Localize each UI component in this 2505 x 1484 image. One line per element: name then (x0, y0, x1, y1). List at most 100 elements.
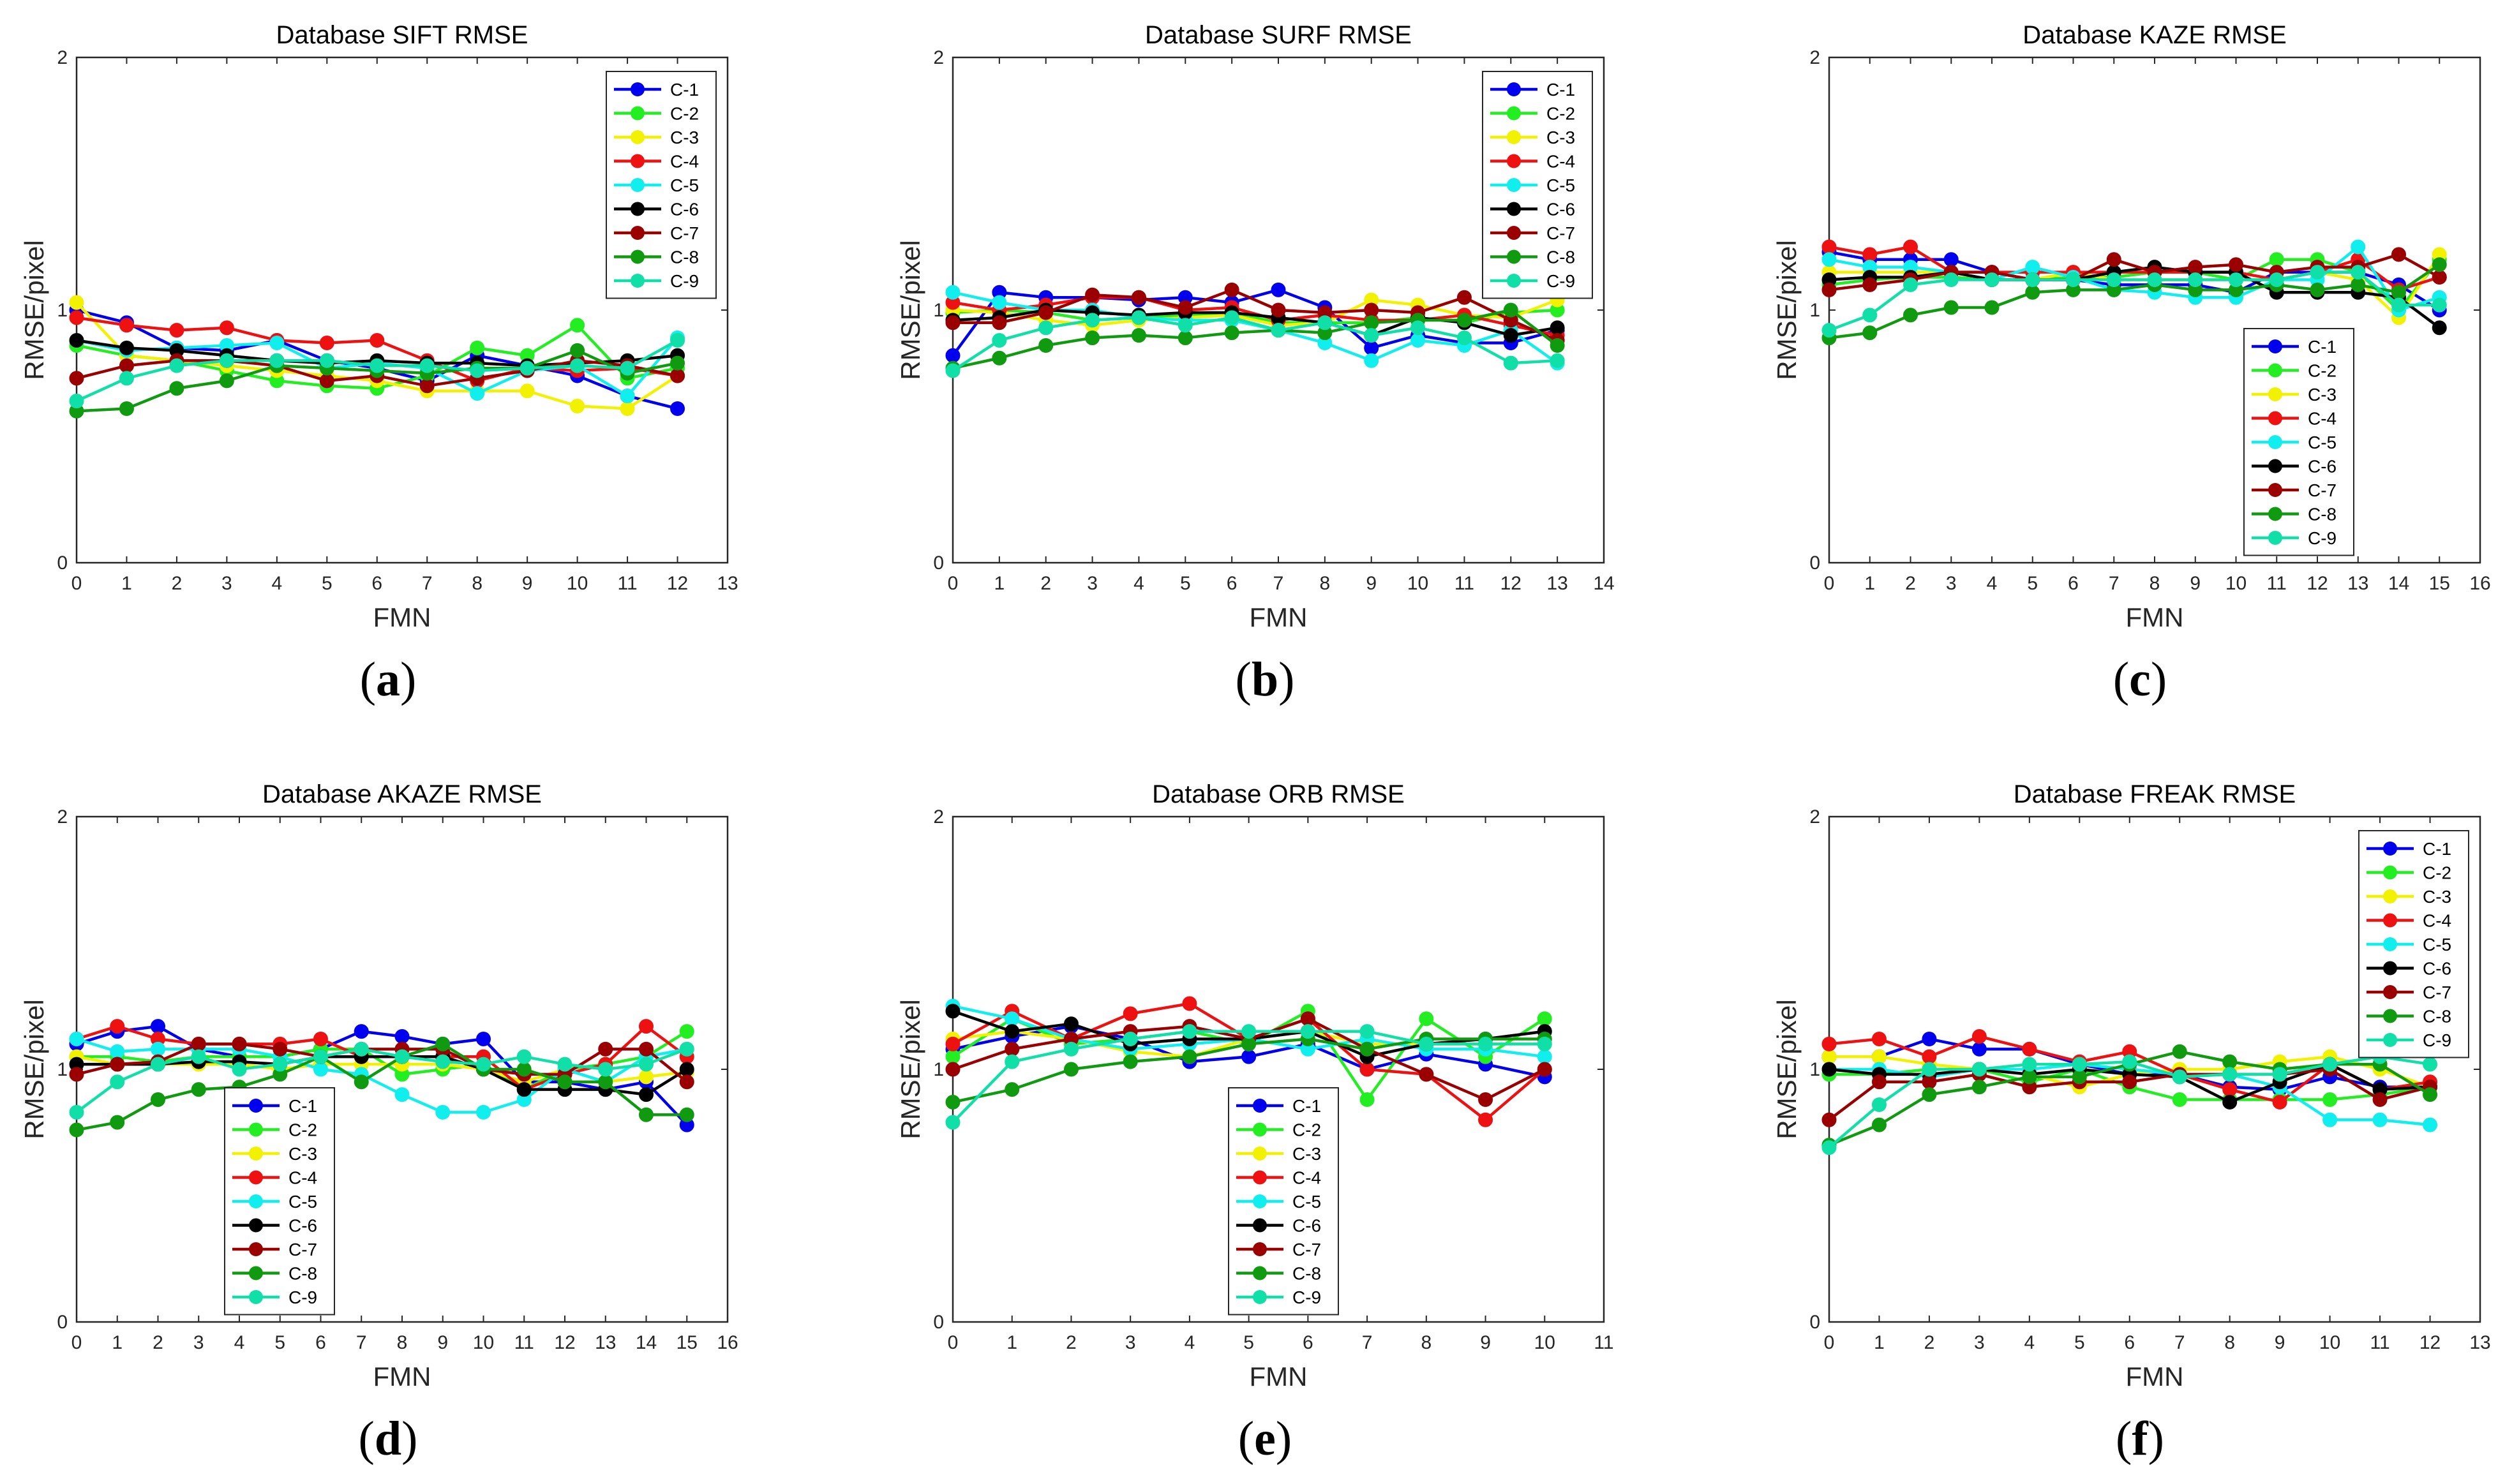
data-point-C-4 (1821, 239, 1837, 255)
data-point-C-2 (2172, 1092, 2187, 1108)
x-tick-label: 5 (274, 1332, 285, 1353)
legend-marker (1253, 1290, 1267, 1304)
x-tick-label: 8 (1320, 573, 1331, 594)
caption-b: (b) (1235, 653, 1295, 706)
legend-marker (2268, 411, 2282, 426)
x-tick-label: 2 (153, 1332, 163, 1353)
data-point-C-8 (557, 1074, 572, 1090)
data-point-C-8 (1359, 1041, 1375, 1057)
data-point-C-7 (1537, 1062, 1552, 1077)
x-tick-label: 3 (193, 1332, 204, 1353)
legend: C-1 C-2 C-3 C-4 C-5 C-6 C-7 C-8 C-9 (1482, 71, 1593, 299)
legend-label: C-9 (2423, 1030, 2451, 1050)
data-point-C-6 (1503, 328, 1518, 343)
legend-label: C-3 (2308, 385, 2337, 404)
x-axis-label: FMN (1250, 1362, 1308, 1391)
legend: C-1 C-2 C-3 C-4 C-5 C-6 C-7 C-8 C-9 (606, 71, 717, 299)
data-point-C-8 (1903, 308, 1918, 323)
data-point-C-7 (110, 1057, 125, 1072)
x-tick-label: 7 (2109, 573, 2120, 594)
legend-marker (2383, 913, 2397, 928)
x-tick-label: 0 (1824, 573, 1835, 594)
data-point-C-3 (69, 295, 84, 310)
data-point-C-1 (1364, 340, 1379, 355)
legend-marker (1507, 130, 1521, 144)
data-point-C-8 (1971, 1080, 1987, 1095)
x-tick-label: 4 (2024, 1332, 2035, 1353)
x-tick-label: 7 (2174, 1332, 2185, 1353)
data-point-C-9 (1224, 310, 1239, 325)
chart-title: Database AKAZE RMSE (262, 780, 542, 808)
legend-marker (631, 130, 645, 144)
x-tick-label: 9 (1366, 573, 1377, 594)
x-tick-label: 0 (948, 1332, 959, 1353)
data-point-C-9 (620, 360, 635, 376)
data-point-C-4 (313, 1031, 328, 1046)
legend-label: C-3 (1546, 128, 1575, 147)
x-tick-label: 0 (1824, 1332, 1835, 1353)
y-tick-label: 0 (1809, 553, 1820, 574)
data-point-C-5 (2423, 1117, 2438, 1132)
legend-label: C-6 (288, 1216, 317, 1236)
legend-marker (1507, 154, 1521, 168)
series-line-C-6 (77, 1055, 688, 1096)
data-point-C-8 (570, 343, 585, 358)
data-point-C-7 (1364, 302, 1379, 318)
legend-label: C-8 (288, 1264, 317, 1284)
y-tick-label: 1 (1809, 1059, 1820, 1080)
data-point-C-2 (470, 340, 485, 355)
x-tick-label: 12 (667, 573, 688, 594)
legend-label: C-7 (2423, 983, 2451, 1002)
data-point-C-7 (1178, 300, 1193, 315)
data-point-C-3 (1821, 1049, 1837, 1064)
caption-a: (a) (359, 653, 417, 706)
data-point-C-7 (2188, 260, 2203, 275)
data-point-C-5 (945, 285, 961, 300)
y-tick-label: 2 (933, 806, 944, 827)
data-point-C-7 (1478, 1092, 1493, 1108)
data-point-C-4 (2272, 1094, 2287, 1109)
legend-label: C-2 (670, 104, 699, 124)
legend-label: C-6 (2423, 959, 2451, 979)
y-axis-label: RMSE/pixel (1772, 999, 1802, 1139)
legend-label: C-6 (2308, 457, 2337, 477)
data-point-C-5 (2372, 1112, 2388, 1127)
data-point-C-8 (1063, 1062, 1079, 1077)
legend-marker (2383, 1009, 2397, 1023)
data-point-C-9 (1537, 1036, 1552, 1051)
x-tick-label: 7 (1273, 573, 1284, 594)
data-point-C-9 (570, 358, 585, 373)
data-point-C-7 (1419, 1067, 1434, 1082)
x-tick-label: 8 (1421, 1332, 1432, 1353)
legend-marker (2268, 339, 2282, 353)
legend-marker (1507, 274, 1521, 288)
x-tick-label: 5 (1180, 573, 1191, 594)
legend-marker (631, 106, 645, 121)
data-point-C-8 (1123, 1054, 1138, 1069)
data-point-C-3 (1871, 1049, 1887, 1064)
legend-marker (2268, 507, 2282, 521)
legend-marker (249, 1194, 263, 1208)
plot-area (1828, 56, 2481, 564)
data-point-C-8 (1456, 313, 1472, 328)
chart-title: Database SIFT RMSE (276, 21, 528, 49)
data-point-C-9 (2025, 272, 2040, 287)
data-point-C-8 (1005, 1082, 1020, 1097)
chart-title: Database ORB RMSE (1152, 780, 1405, 808)
data-point-C-7 (119, 358, 134, 373)
y-axis-label: RMSE/pixel (19, 999, 49, 1139)
data-point-C-7 (1821, 1112, 1837, 1127)
legend-label: C-2 (2423, 863, 2451, 883)
data-point-C-7 (232, 1036, 247, 1051)
data-point-C-9 (1131, 310, 1146, 325)
data-point-C-7 (1300, 1011, 1315, 1027)
y-tick-label: 1 (57, 1059, 68, 1080)
legend-marker (249, 1146, 263, 1161)
y-tick-label: 2 (1809, 806, 1820, 827)
data-point-C-9 (2222, 1067, 2238, 1082)
x-tick-label: 11 (2267, 573, 2287, 594)
data-point-C-7 (1271, 302, 1286, 318)
data-point-C-9 (273, 1057, 288, 1072)
data-point-C-9 (2432, 297, 2447, 313)
data-point-C-9 (2351, 265, 2366, 280)
